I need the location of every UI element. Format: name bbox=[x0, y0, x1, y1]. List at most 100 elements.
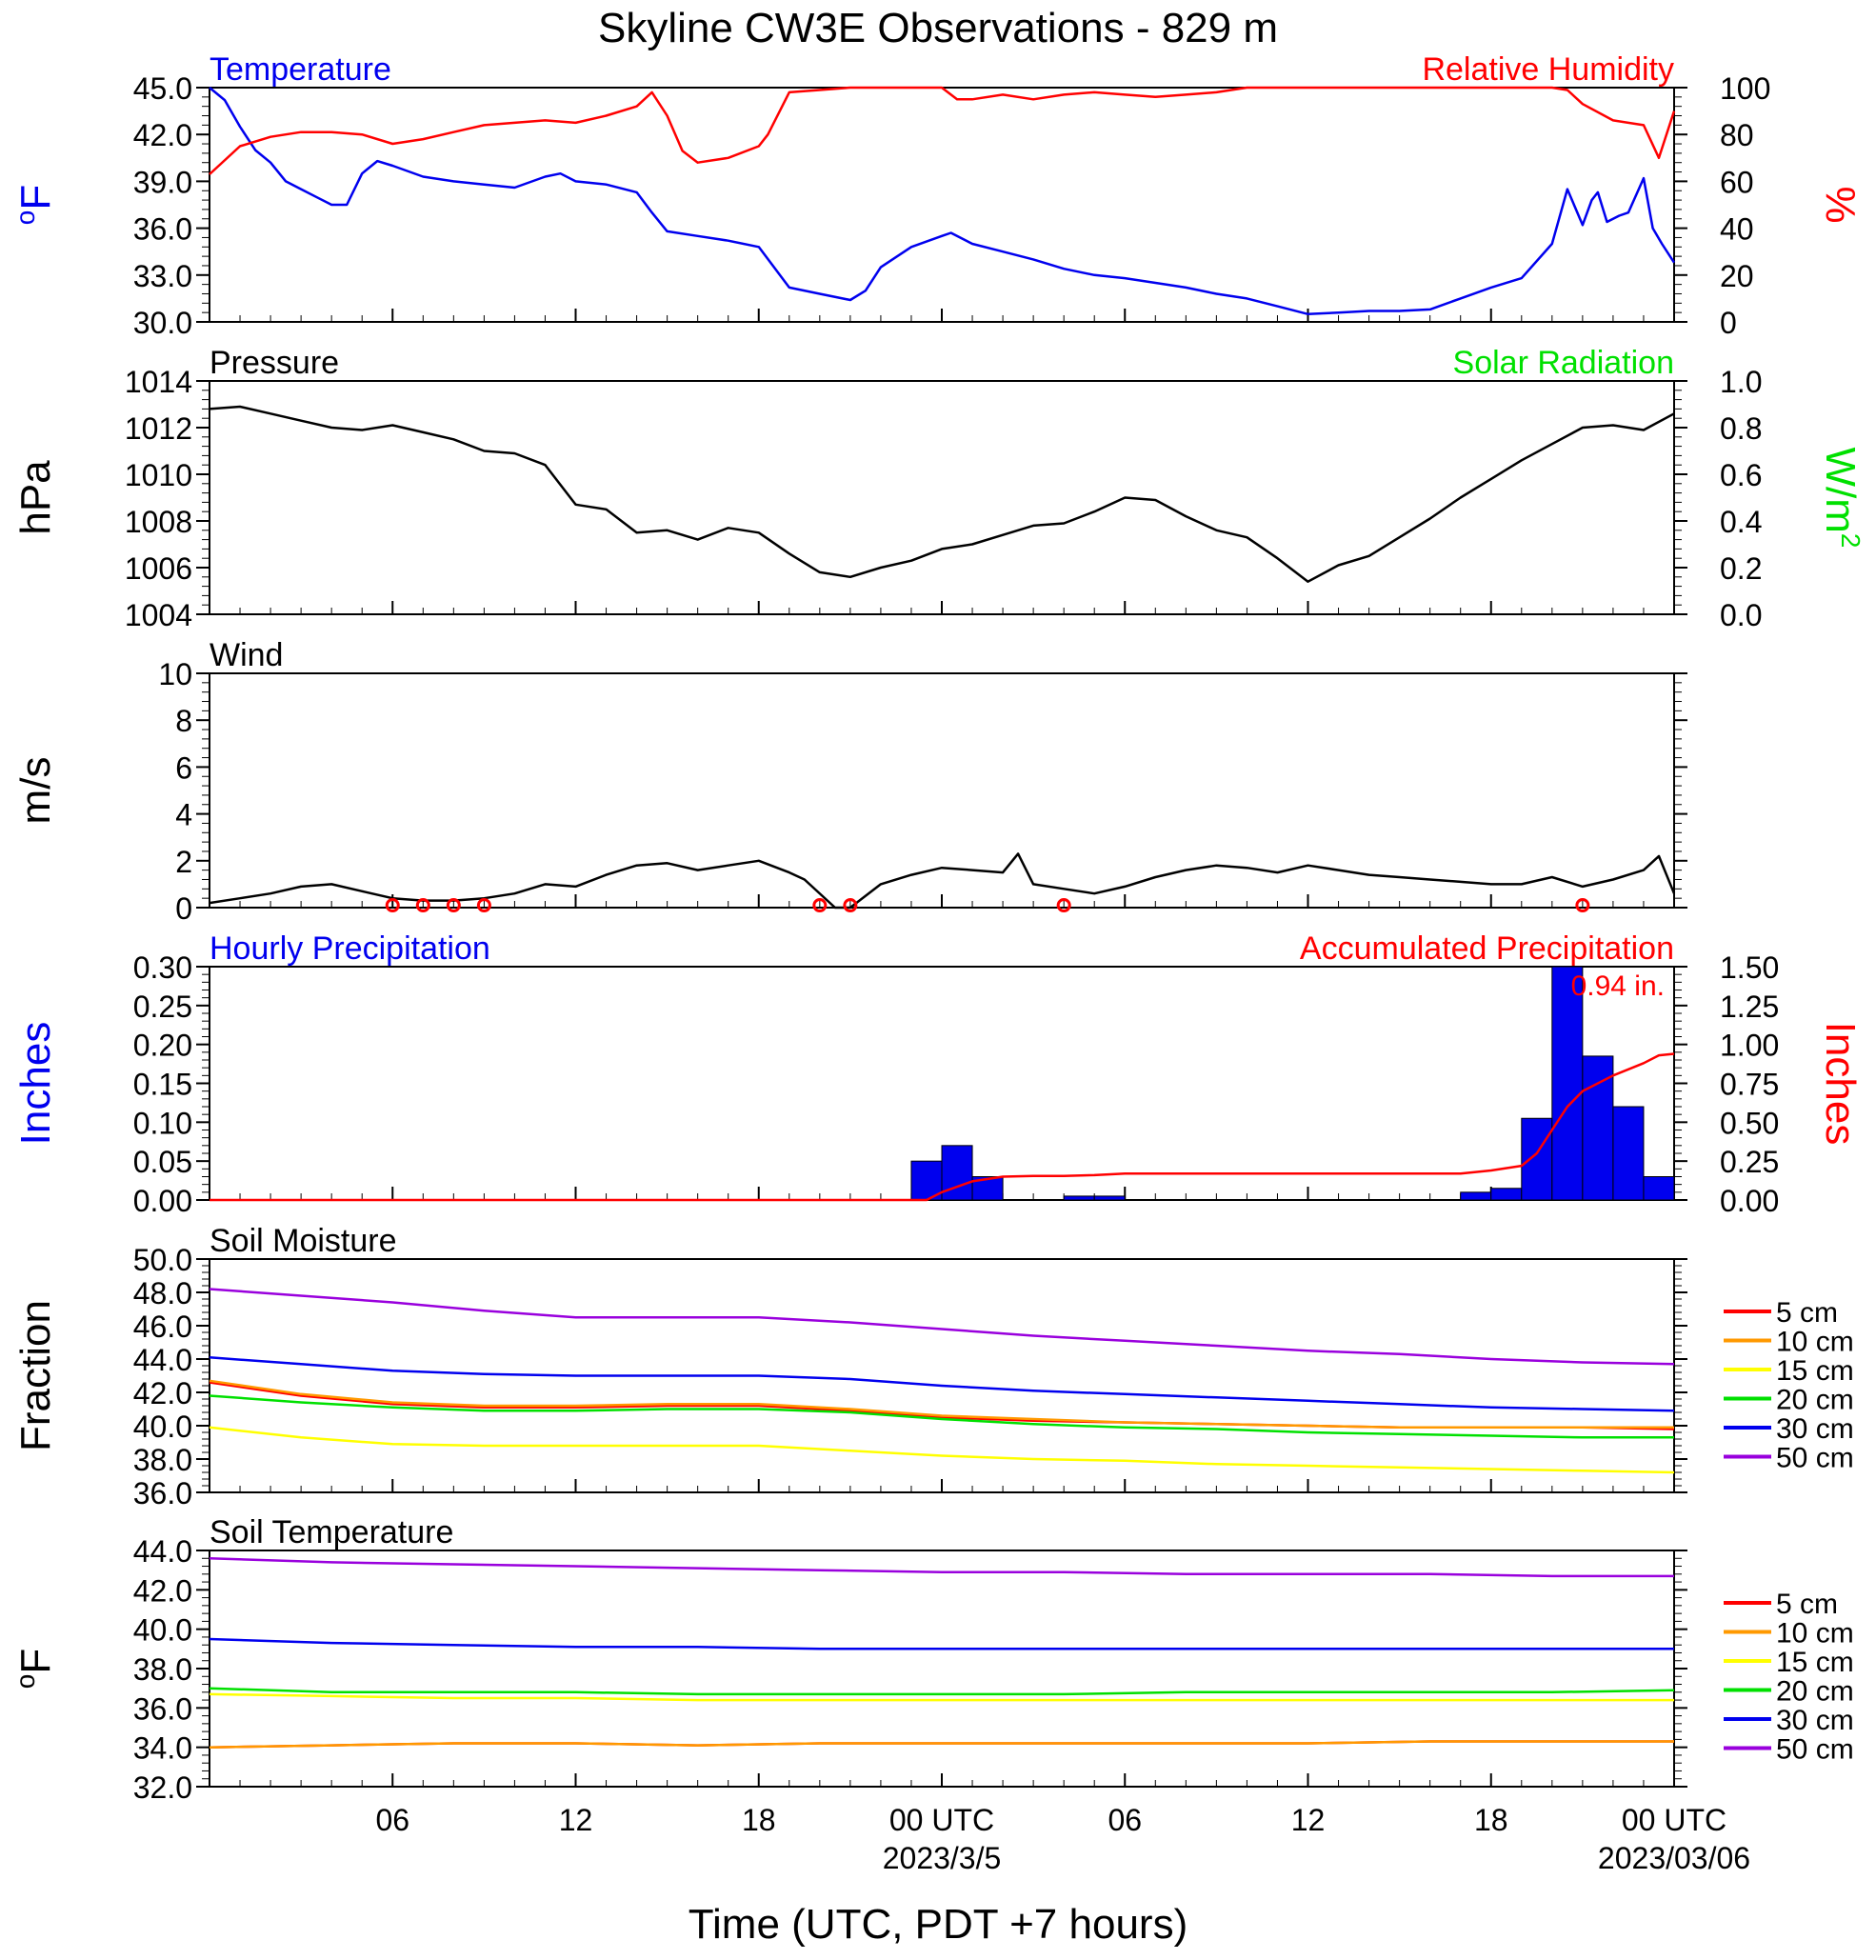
y-tick-label-right: 0.00 bbox=[1720, 1184, 1779, 1218]
legend-label: 10 cm bbox=[1776, 1327, 1854, 1358]
panel-wind: 0 2 4 6 8 10 Wind m/s bbox=[12, 637, 1687, 926]
series-line-20-cm bbox=[209, 1394, 1674, 1439]
y-tick-label-left: 8 bbox=[175, 704, 192, 738]
precip-bar bbox=[1551, 966, 1584, 1201]
series-line-50-cm bbox=[209, 1288, 1675, 1366]
series-line-20-cm bbox=[209, 1687, 1675, 1696]
y-tick-label-left: 42.0 bbox=[133, 1573, 192, 1608]
legend-label: 50 cm bbox=[1776, 1443, 1854, 1474]
panel-title-left: Soil Moisture bbox=[210, 1223, 397, 1259]
series-line-50-cm bbox=[209, 1557, 1674, 1578]
calm-wind-marker bbox=[446, 898, 461, 913]
y-axis-label-left: oF bbox=[10, 185, 59, 225]
y-axis-label-left: oF bbox=[10, 1649, 59, 1689]
precip-bar bbox=[1612, 1106, 1645, 1201]
x-axis-label: Time (UTC, PDT +7 hours) bbox=[689, 1901, 1187, 1948]
panel-title-left: Wind bbox=[210, 637, 283, 673]
y-tick-label-left: 6 bbox=[175, 750, 192, 785]
y-axis-label-left: m/s bbox=[12, 757, 59, 825]
panel-temperature-humidity: 30.0 33.0 36.0 39.0 42.0 45.0 0 20 40 60 80 100 Temp… bbox=[10, 51, 1864, 340]
y-tick-label-left: 36.0 bbox=[133, 1476, 192, 1510]
panel-title-left: Hourly Precipitation bbox=[210, 930, 490, 967]
y-tick-label-left: 40.0 bbox=[133, 1613, 192, 1648]
y-tick-label-right: 0.75 bbox=[1720, 1068, 1779, 1102]
x-tick-label: 00 UTC bbox=[1622, 1803, 1726, 1837]
y-tick-label-left: 33.0 bbox=[133, 259, 192, 293]
chart-title: Skyline CW3E Observations - 829 m bbox=[598, 5, 1278, 51]
panel-soil-moisture: 36.038.040.042.044.046.048.050.0 Soil Moi… bbox=[12, 1223, 1687, 1510]
y-tick-label-left: 44.0 bbox=[133, 1534, 192, 1569]
y-tick-label-left: 0 bbox=[175, 891, 192, 926]
y-tick-label-left: 2 bbox=[175, 845, 192, 879]
y-tick-label-left: 1014 bbox=[125, 365, 192, 399]
y-tick-label-left: 0.00 bbox=[133, 1184, 192, 1218]
precip-bar bbox=[1643, 1176, 1675, 1201]
y-tick-label-left: 46.0 bbox=[133, 1310, 192, 1344]
series-line-10-cm bbox=[209, 1379, 1674, 1430]
precip-bar bbox=[1093, 1195, 1126, 1201]
y-axis-label-right: % bbox=[1817, 186, 1864, 223]
panel-title-right: Relative Humidity bbox=[1422, 51, 1674, 88]
y-axis-label-left: Inches bbox=[12, 1022, 59, 1146]
y-tick-label-right: 1.00 bbox=[1720, 1029, 1779, 1063]
x-tick-label: 18 bbox=[1474, 1803, 1508, 1837]
panel-soil-temperature: 32.0 34.0 36.0 38.0 40.0 42.0 44.0 Soil Tempera… bbox=[10, 1514, 1687, 1805]
legend-label: 30 cm bbox=[1776, 1413, 1854, 1445]
y-tick-label-right: 80 bbox=[1720, 118, 1754, 152]
y-tick-label-left: 34.0 bbox=[133, 1731, 192, 1766]
y-tick-label-left: 0.25 bbox=[133, 990, 192, 1024]
panel-precipitation: 0.00 0.05 0.10 0.15 0.20 0.25 0.30 0.00 0.25 0.50… bbox=[12, 930, 1864, 1218]
calm-wind-marker bbox=[415, 898, 430, 913]
series-line-wind bbox=[209, 852, 1676, 910]
y-tick-label-left: 30.0 bbox=[133, 306, 192, 340]
y-tick-label-left: 44.0 bbox=[133, 1343, 192, 1377]
series-line-accumulated-precipitation bbox=[210, 1052, 1675, 1202]
y-tick-label-left: 0.20 bbox=[133, 1029, 192, 1063]
y-tick-label-left: 45.0 bbox=[133, 71, 192, 106]
y-tick-label-right: 0.25 bbox=[1720, 1145, 1779, 1179]
x-tick-label: 06 bbox=[1108, 1803, 1142, 1837]
legend-label: 20 cm bbox=[1776, 1385, 1854, 1416]
y-tick-label-right: 60 bbox=[1720, 165, 1754, 199]
legend-label: 5 cm bbox=[1776, 1297, 1838, 1329]
legend-label: 15 cm bbox=[1776, 1355, 1854, 1387]
x-axis: 06 12 18 00 UTC 2023/3/5 06 12 18 00 UTC 2023/03/… bbox=[375, 1803, 1750, 1875]
y-tick-label-right: 0.50 bbox=[1720, 1106, 1779, 1140]
panel-pressure: 1004 1006 1008 1010 1012 1014 0.0 0.2 0.4 0.6 0.8 1… bbox=[12, 345, 1866, 632]
y-tick-label-right: 40 bbox=[1720, 212, 1754, 247]
y-tick-label-left: 1004 bbox=[125, 598, 192, 632]
y-tick-label-right: 0.0 bbox=[1720, 598, 1762, 632]
precip-bar bbox=[1521, 1117, 1553, 1201]
legend-label: 30 cm bbox=[1776, 1705, 1854, 1736]
y-tick-label-left: 42.0 bbox=[133, 1376, 192, 1410]
y-tick-label-right: 1.0 bbox=[1720, 365, 1762, 399]
panel-title-left: Pressure bbox=[210, 345, 339, 381]
y-tick-label-right: 1.25 bbox=[1720, 990, 1779, 1024]
series-line-15-cm bbox=[209, 1692, 1674, 1702]
accumulated-total-annotation: 0.94 in. bbox=[1571, 970, 1665, 1002]
y-tick-label-left: 48.0 bbox=[133, 1276, 192, 1310]
panel-title-left: Temperature bbox=[210, 51, 391, 88]
y-tick-label-left: 4 bbox=[175, 798, 192, 832]
legend-label: 20 cm bbox=[1776, 1676, 1854, 1708]
calm-wind-marker bbox=[476, 898, 491, 913]
x-tick-label: 12 bbox=[1291, 1803, 1326, 1837]
series-line-relative-humidity bbox=[209, 86, 1676, 175]
y-tick-label-right: 0.8 bbox=[1720, 411, 1762, 446]
legend-label: 10 cm bbox=[1776, 1618, 1854, 1650]
panel-title-left: Soil Temperature bbox=[210, 1514, 453, 1550]
precip-bar bbox=[1460, 1191, 1492, 1201]
y-tick-label-left: 0.15 bbox=[133, 1068, 192, 1102]
x-date-label: 2023/03/06 bbox=[1598, 1841, 1750, 1875]
legend-label: 15 cm bbox=[1776, 1647, 1854, 1678]
y-tick-label-left: 36.0 bbox=[133, 212, 192, 247]
x-tick-label: 12 bbox=[559, 1803, 593, 1837]
y-tick-label-left: 42.0 bbox=[133, 118, 192, 152]
y-tick-label-left: 10 bbox=[158, 657, 192, 691]
x-date-label: 2023/3/5 bbox=[883, 1841, 1002, 1875]
calm-wind-marker bbox=[1575, 898, 1590, 913]
y-tick-label-left: 38.0 bbox=[133, 1443, 192, 1477]
y-tick-label-right: 0.4 bbox=[1720, 505, 1762, 539]
